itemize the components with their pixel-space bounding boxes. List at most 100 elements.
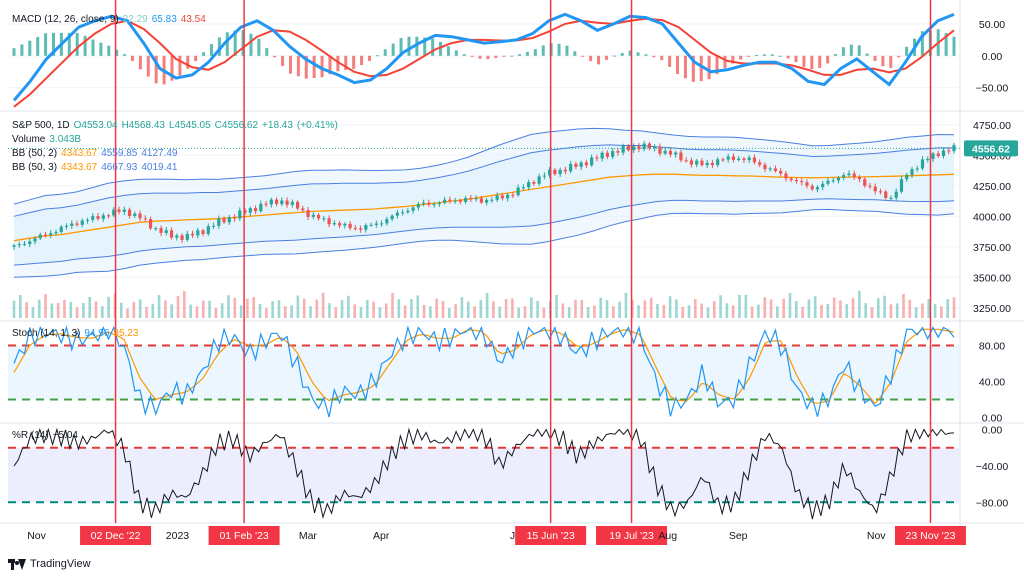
wr-y-tick-label: −80.00 xyxy=(976,497,1009,509)
volume-bar xyxy=(813,296,817,318)
volume-bar xyxy=(895,303,899,318)
macd-histogram-bar xyxy=(454,50,458,56)
candle-body xyxy=(516,187,520,196)
candle-body xyxy=(899,179,904,192)
brand-name: TradingView xyxy=(30,558,91,570)
macd-histogram-bar xyxy=(304,55,308,79)
candle-body xyxy=(127,209,132,217)
macd-histogram-bar xyxy=(589,55,593,62)
x-axis-date-label: 23 Nov '23 xyxy=(906,530,956,542)
volume-bar xyxy=(801,306,804,318)
volume-bar xyxy=(914,307,918,318)
candle-body xyxy=(936,153,940,157)
candle-body xyxy=(332,223,336,225)
volume-bar xyxy=(157,294,161,318)
volume-bar xyxy=(429,306,432,318)
last-price-badge xyxy=(964,140,1018,157)
candle-body xyxy=(695,160,699,165)
price-legend: S&P 500, 1D O4553.04 H4568.43 L4545.05 C4556… xyxy=(12,120,338,131)
macd-histogram-bar xyxy=(367,55,371,61)
macd-histogram-bar xyxy=(786,55,790,59)
last-price-label: 4556.62 xyxy=(972,143,1010,155)
candle-body xyxy=(112,209,116,216)
candle-body xyxy=(920,159,925,169)
x-axis-date-badge xyxy=(894,526,966,545)
x-axis-date-label: 19 Jul '23 xyxy=(609,530,654,542)
macd-histogram-bar xyxy=(154,55,158,84)
volume-bar xyxy=(302,298,306,318)
candle-body xyxy=(91,216,95,220)
candle-body xyxy=(500,195,504,199)
candle-body xyxy=(259,203,263,212)
volume-bar xyxy=(567,307,571,318)
candle-body xyxy=(322,218,326,220)
macd-histogram-bar xyxy=(636,52,640,56)
macd-histogram-bar xyxy=(281,55,285,66)
wr-legend-part: %R (14) xyxy=(12,430,49,441)
stoch-legend-part: 95.23 xyxy=(113,328,138,339)
macd-histogram-bar xyxy=(731,55,735,64)
candle-body xyxy=(611,151,615,157)
macd-histogram-bar xyxy=(233,30,237,56)
volume-bar xyxy=(25,302,28,318)
volume-bar xyxy=(94,301,98,318)
bb-middle-line xyxy=(13,173,955,242)
candle-body xyxy=(264,203,268,205)
macd-histogram-bar xyxy=(770,54,774,56)
candle-body xyxy=(416,204,420,208)
candle-body xyxy=(427,202,431,205)
candle-body xyxy=(327,218,331,225)
x-axis-date-badge xyxy=(208,526,280,545)
macd-legend-part: 22.29 xyxy=(123,14,148,25)
macd-histogram-bar xyxy=(439,41,443,56)
tradingview-brand[interactable]: TradingView xyxy=(8,558,91,570)
macd-histogram-bar xyxy=(67,32,71,56)
candle-body xyxy=(506,194,510,199)
candle-body xyxy=(374,223,378,225)
candle-body xyxy=(364,225,368,230)
candle-body xyxy=(448,199,452,201)
volume-bar xyxy=(788,292,792,318)
volume-bar xyxy=(744,294,748,318)
bb-outer-upper xyxy=(13,127,955,205)
volume-bar xyxy=(876,298,880,318)
volume-bar xyxy=(769,299,773,318)
candle-body xyxy=(490,199,494,201)
volume-bar xyxy=(359,307,363,318)
macd-histogram-bar xyxy=(383,49,387,56)
macd-histogram-bar xyxy=(834,54,838,56)
candle-body xyxy=(632,146,636,151)
stoch-legend-part: Stoch (14, 1, 3) xyxy=(12,328,80,339)
candle-body xyxy=(595,157,599,159)
volume-bar xyxy=(479,299,483,318)
volume-bar xyxy=(908,299,912,318)
volume-bar xyxy=(391,292,394,318)
candle-body xyxy=(395,212,399,216)
candle-body xyxy=(789,178,793,181)
macd-histogram-bar xyxy=(273,55,277,58)
volume-bar xyxy=(69,301,73,318)
volume-bar xyxy=(151,303,155,318)
candle-body xyxy=(842,175,846,178)
macd-histogram-bar xyxy=(668,55,672,67)
volume-bar xyxy=(605,300,609,318)
price-legend-part: C4556.62 xyxy=(215,120,259,131)
candle-body xyxy=(810,185,814,190)
macd-y-tick-label: −50.00 xyxy=(976,83,1009,95)
macd-histogram-bar xyxy=(170,55,174,81)
price-legend-part: L4545.05 xyxy=(169,120,211,131)
macd-histogram-bar xyxy=(873,55,877,61)
candle-body xyxy=(752,157,757,163)
candle-body xyxy=(894,191,898,198)
macd-histogram-bar xyxy=(944,32,948,56)
stoch-y-tick-label: 80.00 xyxy=(979,341,1005,353)
volume-bar xyxy=(315,299,319,318)
macd-histogram-bar xyxy=(518,54,522,56)
candle-body xyxy=(248,208,252,213)
macd-histogram-bar xyxy=(360,55,364,66)
macd-histogram-bar xyxy=(747,55,751,57)
macd-histogram-bar xyxy=(241,30,245,56)
candle-body xyxy=(295,201,300,209)
volume-bar xyxy=(176,296,180,318)
